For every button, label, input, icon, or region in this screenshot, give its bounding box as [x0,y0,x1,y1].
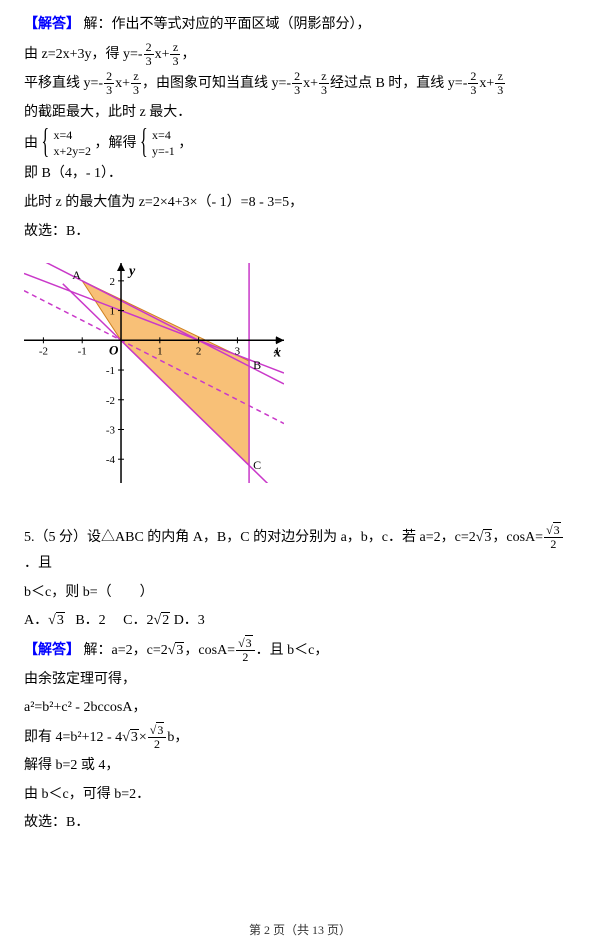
q5-stem-b: ，cosA= [492,530,543,545]
svg-text:y: y [127,264,136,279]
opt-a: A．3 [24,613,65,628]
svg-text:O: O [109,342,119,357]
answer-label-2: 【解答】 [24,643,80,658]
sol1-p6: 即 B（4，- 1）． [24,161,576,188]
sol1-p2b: ， [181,47,195,62]
frac-s3-2: 32 [544,524,563,551]
sol1-p1-text: 解：作出不等式对应的平面区域（阴影部分）， [84,17,371,32]
opt-b: B．2 [75,613,105,628]
sol1-p7: 此时 z 的最大值为 z=2×4+3×（- 1）=8 - 3=5， [24,190,576,217]
svg-text:1: 1 [157,345,163,357]
sqrt3-1: 3 [476,525,493,552]
sol1-p2a: 由 z=2x+3y，得 y= [24,47,138,62]
sol1-p2: 由 z=2x+3y，得 y=-23x+z3， [24,41,576,69]
svg-text:B: B [253,358,261,372]
brace-1: x=4 x+2y=2 [42,128,92,159]
svg-text:x: x [273,345,281,360]
sol2-p1c: ．且 b＜c， [256,643,329,658]
q5-stem: 5.（5 分）设△ABC 的内角 A，B，C 的对边分别为 a，b，c．若 a=… [24,524,576,578]
sol1-p5a: 由 [24,136,38,151]
frac-2-3: 23 [144,41,154,68]
svg-text:-1: -1 [78,345,87,357]
q5-stem2: b＜c，则 b=（ ） [24,580,576,607]
frac-2-3c: 23 [292,70,302,97]
frac-2-3d: 23 [468,70,478,97]
frac-z-3: z3 [170,41,180,68]
sol1-p1: 【解答】 解：作出不等式对应的平面区域（阴影部分）， [24,12,576,39]
opt-d: D．3 [174,613,205,628]
frac-z-3d: z3 [495,70,505,97]
svg-text:2: 2 [110,276,116,288]
sol2-p5: 解得 b=2 或 4， [24,753,576,780]
sol2-p7: 故选：B． [24,810,576,837]
svg-text:-2: -2 [39,345,48,357]
sol2-p2: 由余弦定理可得， [24,667,576,694]
frac-s3-2c: 32 [148,724,167,751]
brace-2: x=4 y=-1 [140,128,175,159]
sol2-p4a: 即有 4=b²+12 - 4 [24,730,122,745]
svg-text:-3: -3 [106,425,116,437]
svg-text:-4: -4 [106,454,116,466]
svg-text:C: C [253,458,261,472]
sol1-p5b: ，解得 [95,136,137,151]
sol1-p4: 的截距最大，此时 z 最大． [24,100,576,127]
sol2-p4: 即有 4=b²+12 - 43×32b， [24,724,576,752]
sol1-p5: 由 x=4 x+2y=2 ，解得 x=4 y=-1 ， [24,128,576,159]
answer-label: 【解答】 [24,17,80,32]
sol1-p3c: 经过点 B 时，直线 y= [330,76,463,91]
sol2-p1: 【解答】 解：a=2，c=23，cosA=32．且 b＜c， [24,637,576,665]
svg-text:1: 1 [110,306,116,318]
frac-s3-2b: 32 [236,637,255,664]
svg-text:3: 3 [235,345,241,357]
sqrt3-2: 3 [168,638,185,665]
sol2-p4c: b， [167,730,188,745]
feasible-region-chart: -2-1123412-1-2-3-4xyOABC [24,263,576,494]
q5-options: A．3 B．2 C．22 D．3 [24,608,576,635]
chart-svg: -2-1123412-1-2-3-4xyOABC [24,263,284,483]
sol2-p3: a²=b²+c² - 2bccosA， [24,695,576,722]
frac-2-3b: 23 [104,70,114,97]
svg-text:A: A [72,268,81,282]
svg-text:-1: -1 [106,365,115,377]
sol1-p8: 故选：B． [24,219,576,246]
frac-z-3b: z3 [131,70,141,97]
sol1-p3a: 平移直线 y= [24,76,98,91]
svg-text:2: 2 [196,345,202,357]
sol2-p1a: 解：a=2，c=2 [84,643,168,658]
svg-text:-2: -2 [106,395,115,407]
sol1-p3b: ，由图象可知当直线 y= [142,76,286,91]
q5-stem-c: ．且 [24,556,52,571]
q5-stem-a: 5.（5 分）设△ABC 的内角 A，B，C 的对边分别为 a，b，c．若 a=… [24,530,476,545]
sol2-p4b: × [139,730,147,745]
sol2-p6: 由 b＜c，可得 b=2． [24,782,576,809]
opt-c: C．22 [123,613,170,628]
page-number: 第 2 页（共 13 页） [0,919,600,942]
frac-z-3c: z3 [319,70,329,97]
sol2-p1b: ，cosA= [184,643,235,658]
sqrt3-3: 3 [122,725,139,752]
sol1-p3: 平移直线 y=-23x+z3，由图象可知当直线 y=-23x+z3经过点 B 时… [24,70,576,98]
sol1-p5c: ， [178,136,192,151]
